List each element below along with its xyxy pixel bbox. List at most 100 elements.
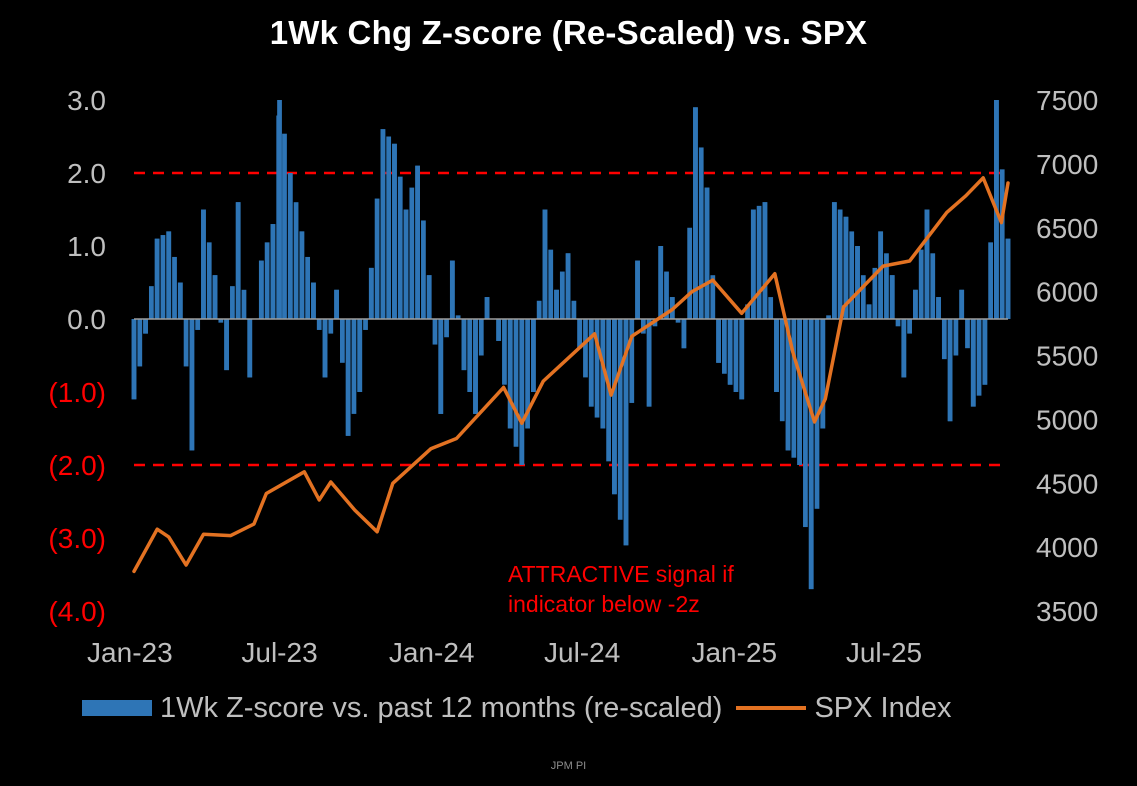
zscore-bar [803, 319, 808, 528]
zscore-bar [901, 319, 907, 378]
legend-label-zscore: 1Wk Z-score vs. past 12 months (re-scale… [160, 691, 723, 724]
left-tick-label: 1.0 [67, 231, 106, 262]
source-label: JPM PI [550, 760, 587, 772]
right-axis-ticks: 7500 7000 6500 6000 5500 5000 4500 4000 3500 [1036, 85, 1098, 627]
right-tick-label: 7500 [1036, 85, 1098, 116]
zscore-bar [704, 187, 710, 319]
left-tick-label: 3.0 [67, 85, 106, 116]
zscore-bar [270, 224, 276, 319]
zscore-bar [878, 231, 884, 319]
zscore-bar [913, 289, 918, 319]
zscore-bar [201, 209, 206, 319]
zscore-bar [617, 319, 623, 520]
zscore-bar [762, 202, 768, 319]
zscore-bar [947, 319, 953, 422]
zscore-bar [166, 231, 172, 319]
zscore-bar [461, 319, 467, 371]
zscore-bar [1005, 238, 1011, 319]
zscore-bar [519, 319, 525, 465]
x-tick-label: Jul-25 [846, 637, 922, 668]
zscore-bar [177, 282, 183, 319]
left-tick-label: (1.0) [48, 377, 106, 408]
zscore-bar [148, 286, 154, 319]
zscore-bar [542, 209, 548, 319]
right-tick-label: 4500 [1036, 468, 1098, 499]
zscore-bar [449, 260, 455, 319]
zscore-bar [525, 319, 530, 429]
zscore-bar [849, 231, 855, 319]
zscore-bar [872, 267, 878, 319]
zscore-bar [855, 246, 860, 319]
zscore-bar [311, 282, 316, 319]
zscore-bar [646, 319, 652, 407]
zscore-bar [513, 319, 519, 447]
zscore-bar [403, 209, 409, 319]
zscore-bar [363, 319, 368, 330]
zscore-bar [172, 256, 177, 319]
zscore-bar [502, 319, 507, 385]
zscore-bar [698, 147, 704, 319]
zscore-bar [183, 319, 189, 367]
spx-line [132, 176, 1010, 574]
zscore-bar [831, 202, 837, 319]
zscore-bar [426, 275, 432, 319]
zscore-bar [924, 209, 930, 319]
zscore-bar [536, 300, 542, 319]
x-tick-label: Jul-24 [544, 637, 620, 668]
zscore-bar [710, 275, 716, 319]
zscore-bar [820, 319, 826, 429]
zscore-bar [988, 242, 994, 319]
zscore-bar [999, 169, 1005, 319]
zscore-bar [241, 289, 247, 319]
zscore-bar [386, 136, 392, 319]
zscore-bar [189, 319, 195, 451]
x-tick-label: Jan-24 [389, 637, 475, 668]
zscore-bar [965, 319, 970, 349]
zscore-bar [548, 249, 554, 319]
zscore-bar [339, 319, 345, 363]
left-tick-label: (4.0) [48, 596, 106, 627]
zscore-bar [953, 319, 959, 356]
zscore-bar [374, 198, 380, 319]
zscore-bar [507, 319, 513, 429]
left-tick-label: 2.0 [67, 158, 106, 189]
zscore-bar [444, 319, 449, 338]
annotation-line-2: indicator below -2z [508, 591, 700, 617]
zscore-bars [131, 100, 1011, 590]
zscore-bar [316, 319, 322, 330]
zscore-bar [826, 315, 831, 319]
zscore-bar [664, 271, 669, 319]
zscore-bar [484, 297, 490, 319]
zscore-bar [328, 319, 334, 334]
zscore-bar [936, 297, 941, 319]
zscore-bar [143, 319, 148, 334]
zscore-bar [693, 107, 698, 319]
zscore-bar [733, 319, 739, 392]
zscore-bar [745, 304, 750, 319]
zscore-bar [247, 319, 253, 378]
x-tick-label: Jul-23 [241, 637, 317, 668]
zscore-bar [941, 319, 947, 360]
zscore-bar [137, 319, 143, 367]
annotation-line-1: ATTRACTIVE signal if [508, 561, 734, 587]
zscore-bar [264, 242, 270, 319]
zscore-bar [600, 319, 606, 429]
zscore-bar [716, 319, 721, 363]
zscore-bar [432, 319, 438, 345]
zscore-bar [299, 231, 305, 319]
zscore-bar [282, 133, 287, 319]
zscore-bar [808, 319, 814, 590]
zscore-bar [397, 176, 403, 319]
zscore-bar [160, 235, 166, 319]
zscore-bar [930, 253, 936, 319]
zscore-bar [287, 173, 293, 319]
threshold-lines [134, 171, 1008, 467]
zscore-bar [421, 220, 426, 319]
zscore-bar [918, 249, 924, 319]
zscore-bar [612, 319, 617, 495]
zscore-bar [218, 319, 224, 323]
zscore-bar [438, 319, 444, 414]
zscore-bar [334, 289, 339, 319]
zscore-bar [884, 253, 889, 319]
